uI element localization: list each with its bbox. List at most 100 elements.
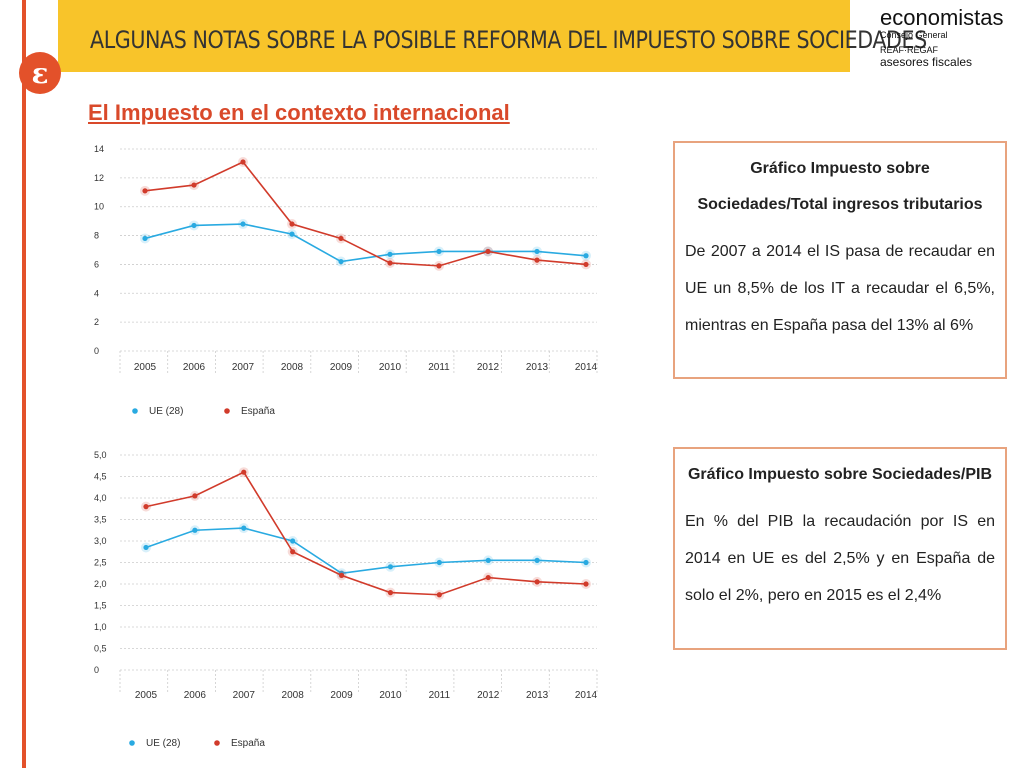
data-point [338,258,344,265]
data-point [290,549,296,555]
x-tick-label: 2008 [282,690,305,701]
info-box-text: En % del PIB la recaudación por IS en 20… [685,513,995,604]
data-point [436,248,442,255]
economistas-badge-icon: ε [19,52,61,94]
data-point [289,231,295,237]
info-box-text: De 2007 a 2014 el IS pasa de recaudar en… [685,243,995,334]
data-point [240,221,246,227]
brand-name: economistas [880,5,1004,30]
y-tick-label: 8 [94,231,99,241]
series-line-ue [145,527,587,575]
x-tick-label: 2013 [526,690,549,701]
legend-marker [132,408,138,414]
x-tick-label: 2012 [477,362,500,373]
data-point [534,257,540,263]
data-point [485,574,491,581]
y-tick-label: 2,0 [94,579,107,589]
y-tick-label: 4,0 [94,493,107,503]
data-point [583,261,589,268]
y-tick-label: 1,0 [94,622,107,632]
chart-is-pib: 0 0,5 1,0 1,5 2,0 2,5 3,0 3,5 4,0 4,5 5,0 2005 2006 2… [94,450,598,749]
x-tick-label: 2005 [134,362,157,373]
data-point [583,559,589,566]
data-point [191,222,197,229]
y-tick-label: 3,0 [94,536,107,546]
y-tick-label: 3,5 [94,515,107,525]
info-box-total-ingresos: Gráfico Impuesto sobre Sociedades/Total … [673,141,1007,379]
page-header-title: ALGUNAS NOTAS SOBRE LA POSIBLE REFORMA D… [90,26,927,54]
series-line-ue [144,223,587,263]
data-point [387,564,394,570]
brand-subtitle: Consejo General [880,30,948,40]
data-point [191,182,197,188]
data-point [436,263,442,269]
data-point [387,260,393,266]
data-point [241,469,247,475]
brand-org: REAF·REGAF [880,45,939,55]
x-tick-label: 2010 [379,362,402,373]
legend-marker [214,740,220,746]
y-tick-label: 4,5 [94,472,107,482]
series-line-espana [144,160,587,267]
data-point [387,251,393,257]
y-tick-label: 6 [94,259,99,269]
data-point [143,544,149,551]
data-point [436,559,442,566]
data-point [192,527,198,533]
legend-label: UE (28) [149,406,183,417]
data-point [436,592,442,598]
data-point [534,248,540,255]
data-point [192,493,198,499]
chart-is-total-ingresos: 0 2 4 6 8 10 12 14 2005 2006 2007 2008 2009 2010 2011 2… [94,144,598,417]
data-point [289,221,295,227]
legend-label: UE (28) [146,738,180,749]
y-tick-label: 14 [94,144,104,154]
x-tick-label: 2010 [379,690,402,701]
y-tick-label: 2,5 [94,558,107,568]
x-tick-label: 2009 [330,690,353,701]
y-tick-label: 2 [94,317,99,327]
data-point [290,538,296,544]
data-point [485,557,491,563]
info-box-pib: Gráfico Impuesto sobre Sociedades/PIB En… [673,447,1007,650]
legend-label: España [241,406,275,417]
data-point [240,159,246,165]
y-tick-label: 10 [94,202,104,212]
x-tick-label: 2009 [330,362,353,373]
x-tick-label: 2013 [526,362,549,373]
data-point [241,525,247,531]
x-tick-label: 2008 [281,362,304,373]
y-tick-label: 12 [94,173,104,183]
data-point [143,504,149,510]
x-tick-label: 2011 [428,362,450,373]
y-tick-label: 0,5 [94,644,107,654]
y-tick-label: 5,0 [94,450,107,460]
x-tick-label: 2007 [232,362,255,373]
data-point [387,590,394,596]
data-point [534,557,540,563]
brand-tagline: asesores fiscales [880,55,973,69]
left-accent-rule [22,0,26,768]
x-tick-label: 2005 [135,690,158,701]
data-point [583,581,589,587]
x-tick-label: 2011 [429,690,451,701]
header-band [58,0,850,72]
info-box-title: Gráfico Impuesto sobre Sociedades/Total … [697,160,983,213]
x-tick-label: 2006 [184,690,207,701]
series-line-espana [145,471,587,596]
x-tick-label: 2007 [233,690,256,701]
data-point [338,572,345,578]
section-title: El Impuesto en el contexto internacional [88,100,510,125]
data-point [142,235,148,242]
y-tick-label: 0 [94,665,99,675]
data-point [338,235,344,242]
brand-logo: economistas Consejo General REAF·REGAF a… [880,6,1020,69]
legend-marker [224,408,230,414]
x-tick-label: 2012 [477,690,500,701]
data-point [142,188,148,194]
legend-marker [129,740,135,746]
y-tick-label: 4 [94,288,99,298]
y-tick-label: 1,5 [94,601,107,611]
data-point [534,579,540,585]
x-tick-label: 2014 [575,690,598,701]
